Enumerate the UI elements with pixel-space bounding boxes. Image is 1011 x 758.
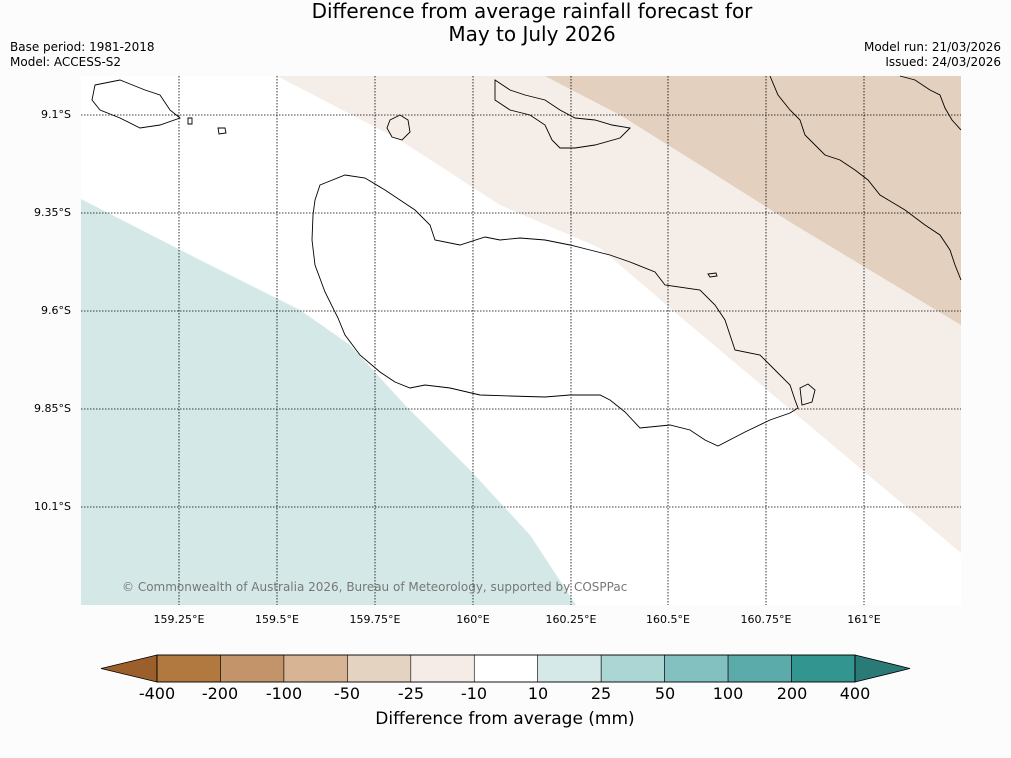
small-islet-coastline — [707, 272, 718, 278]
lat-tick-label: 9.85°S — [34, 402, 71, 415]
colorbar-segment — [600, 654, 665, 683]
malaita-coastline — [769, 75, 962, 281]
dry-band-dark — [545, 76, 961, 325]
colorbar-label: 400 — [839, 684, 871, 703]
colorbar-label: -10 — [460, 684, 488, 703]
colorbar-segment — [473, 654, 539, 683]
coastlines — [91, 75, 962, 447]
colorbar-segment — [537, 654, 602, 683]
lon-tick-label: 160.25°E — [545, 613, 597, 626]
colorbar-label: 10 — [527, 684, 549, 703]
colorbar-segment — [410, 654, 475, 683]
wet-region — [81, 199, 576, 605]
colorbar-label: 50 — [654, 684, 676, 703]
colorbar-title: Difference from average (mm) — [375, 709, 635, 729]
meta-left: Base period: 1981-2018 Model: ACCESS-S2 — [10, 40, 155, 70]
ngella-east-coastline — [799, 383, 816, 406]
russell-islands-coastline — [91, 79, 181, 129]
savo-island-coastline — [386, 114, 411, 141]
colorbar — [100, 654, 911, 683]
tulagi-coastline — [187, 117, 193, 125]
colorbar-label: 100 — [712, 684, 744, 703]
colorbar-label: -100 — [265, 684, 303, 703]
colorbar-segment — [664, 654, 729, 683]
colorbar-segment — [347, 654, 412, 683]
colorbar-segment — [727, 654, 792, 683]
lon-tick-label: 160.75°E — [740, 613, 792, 626]
map-title: Difference from average rainfall forecas… — [232, 0, 832, 46]
meta-right: Model run: 21/03/2026 Issued: 24/03/2026 — [864, 40, 1001, 70]
lon-tick-label: 160°E — [456, 613, 490, 626]
issued-label: Issued: 24/03/2026 — [885, 55, 1001, 69]
colorbar-label: 25 — [590, 684, 612, 703]
malaita-north-coastline — [899, 75, 962, 131]
model-label: Model: ACCESS-S2 — [10, 55, 122, 69]
lon-tick-label: 161°E — [847, 613, 881, 626]
copyright-notice: © Commonwealth of Australia 2026, Bureau… — [122, 580, 628, 594]
base-period-label: Base period: 1981-2018 — [10, 40, 155, 54]
colorbar-segment — [791, 654, 856, 683]
lat-tick-label: 9.6°S — [41, 304, 71, 317]
lat-tick-label: 9.1°S — [41, 108, 71, 121]
gridlines — [81, 76, 961, 605]
colorbar-label: -400 — [138, 684, 176, 703]
model-run-label: Model run: 21/03/2026 — [863, 40, 1001, 54]
colorbar-label: -200 — [201, 684, 239, 703]
colorbar-label: -25 — [397, 684, 425, 703]
colorbar-segment — [220, 654, 285, 683]
lon-tick-label: 160.5°E — [646, 613, 690, 626]
lat-tick-label: 9.35°S — [34, 206, 71, 219]
lon-tick-label: 159.25°E — [153, 613, 205, 626]
guadalcanal-coastline — [311, 174, 799, 447]
title-line-1: Difference from average rainfall forecas… — [311, 0, 753, 23]
colorbar-label: -50 — [333, 684, 361, 703]
colorbar-extend-high — [854, 654, 911, 683]
colorbar-segment — [156, 654, 221, 683]
title-line-2: May to July 2026 — [448, 22, 616, 46]
florida-islands-coastline — [494, 79, 631, 149]
russell-islet-coastline — [217, 127, 227, 135]
colorbar-label: 200 — [776, 684, 808, 703]
lat-tick-label: 10.1°S — [34, 500, 71, 513]
colorbar-extend-low — [100, 654, 158, 683]
colorbar-segment — [283, 654, 348, 683]
lon-tick-label: 159.5°E — [255, 613, 299, 626]
lon-tick-label: 159.75°E — [349, 613, 401, 626]
